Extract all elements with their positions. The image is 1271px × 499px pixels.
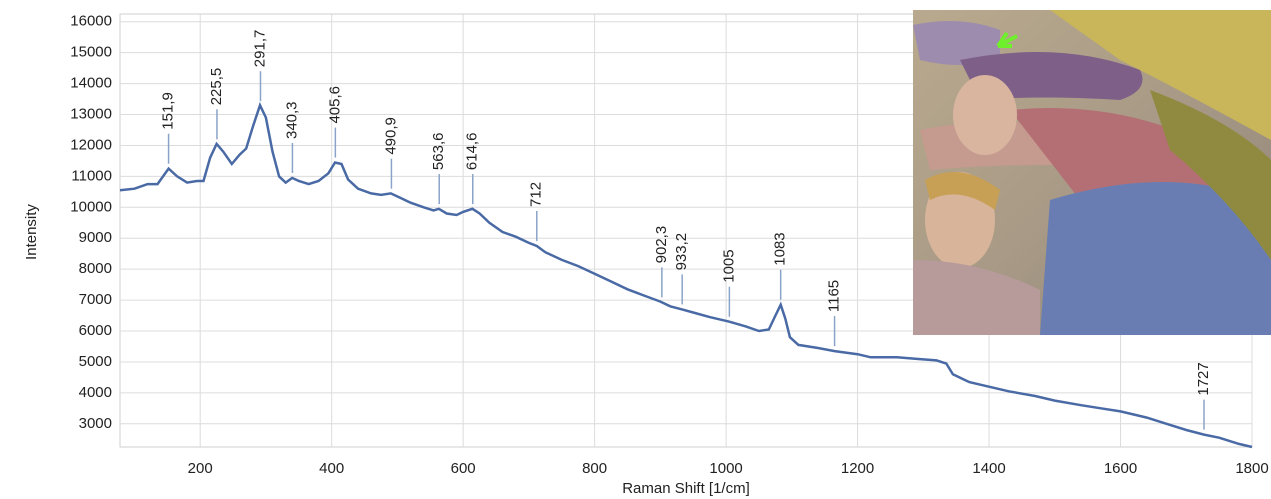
y-tick-label: 4000	[79, 384, 112, 401]
y-tick-label: 8000	[79, 260, 112, 277]
x-tick-label: 1200	[841, 460, 874, 477]
peak-label: 151,9	[160, 92, 177, 130]
x-tick-label: 200	[188, 460, 213, 477]
peak-label: 563,6	[430, 133, 447, 171]
x-tick-label: 1000	[709, 460, 742, 477]
y-tick-label: 11000	[71, 167, 112, 184]
x-tick-label: 1600	[1104, 460, 1137, 477]
y-tick-label: 14000	[70, 75, 112, 92]
peak-label: 225,5	[208, 68, 225, 106]
inset-photo	[913, 10, 1271, 335]
y-tick-label: 7000	[79, 291, 112, 308]
x-tick-label: 1800	[1235, 460, 1268, 477]
x-tick-label: 1400	[972, 460, 1005, 477]
y-tick-label: 3000	[79, 415, 112, 432]
y-axis-title: Intensity	[23, 204, 40, 260]
peak-label: 1005	[720, 249, 737, 282]
peak-label: 933,2	[673, 233, 690, 271]
x-axis-title: Raman Shift [1/cm]	[622, 480, 750, 497]
y-tick-label: 13000	[70, 105, 112, 122]
y-tick-label: 6000	[79, 322, 112, 339]
y-tick-label: 12000	[70, 136, 112, 153]
peak-label: 712	[528, 182, 545, 207]
peak-label: 1165	[826, 280, 843, 312]
x-tick-label: 400	[319, 460, 344, 477]
peak-label: 1083	[772, 232, 789, 265]
y-tick-label: 9000	[79, 229, 112, 246]
peak-label: 405,6	[326, 86, 343, 124]
y-tick-label: 15000	[70, 44, 112, 61]
peak-label: 340,3	[283, 101, 300, 139]
peak-label: 1727	[1195, 362, 1212, 395]
x-tick-label: 800	[582, 460, 607, 477]
peak-label: 490,9	[382, 117, 399, 155]
y-tick-label: 5000	[79, 353, 112, 370]
y-tick-label: 16000	[70, 13, 112, 30]
peak-label: 291,7	[251, 30, 268, 68]
peak-label: 614,6	[464, 133, 481, 171]
peak-label: 902,3	[653, 226, 670, 264]
x-tick-label: 600	[451, 460, 476, 477]
y-tick-label: 10000	[70, 198, 112, 215]
spectrum-line	[119, 101, 1253, 449]
